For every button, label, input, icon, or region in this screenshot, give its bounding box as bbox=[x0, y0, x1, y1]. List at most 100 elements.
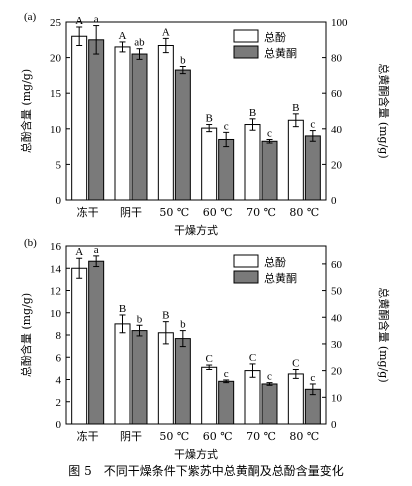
right-axis-tick-label: 40 bbox=[331, 312, 343, 324]
left-axis-tick-label: 25 bbox=[50, 17, 62, 29]
legend-swatch bbox=[233, 254, 259, 268]
bar-total-phenol bbox=[157, 44, 174, 201]
left-axis-tick-label: 10 bbox=[50, 124, 62, 136]
bar-total-phenol bbox=[114, 323, 131, 425]
right-axis-tick-label: 100 bbox=[331, 17, 348, 29]
bar-total-flavonoid bbox=[261, 140, 278, 201]
left-axis-tick-label: 15 bbox=[50, 88, 62, 100]
bar-total-flavonoid bbox=[218, 380, 235, 425]
bar-total-phenol bbox=[244, 370, 261, 425]
significance-letter: c bbox=[310, 372, 315, 384]
bar-total-phenol bbox=[71, 35, 88, 201]
right-axis-tick-label: 40 bbox=[331, 124, 343, 136]
left-axis-tick-label: 4 bbox=[56, 375, 62, 387]
right-axis-label: 总黄酮含量 (mg/g) bbox=[377, 63, 391, 158]
category-label: 70 ℃ bbox=[246, 430, 276, 443]
category-label: 阴干 bbox=[120, 430, 142, 443]
bar-total-flavonoid bbox=[174, 69, 191, 201]
significance-letter: b bbox=[180, 319, 186, 331]
left-axis-label: 总酚含量 (mg/g) bbox=[19, 69, 33, 153]
significance-letter: c bbox=[267, 127, 272, 139]
category-label: 阴干 bbox=[120, 206, 142, 219]
significance-letter: B bbox=[249, 107, 256, 119]
x-axis-label: 干燥方式 bbox=[174, 223, 218, 237]
bar-total-flavonoid bbox=[174, 338, 191, 425]
left-axis-tick-label: 12 bbox=[50, 286, 61, 298]
significance-letter: c bbox=[267, 371, 272, 383]
bar-total-flavonoid bbox=[131, 330, 148, 425]
left-axis-tick-label: 20 bbox=[50, 53, 62, 65]
left-axis-tick-label: 8 bbox=[56, 330, 62, 342]
plot-frame bbox=[65, 21, 327, 201]
significance-letter: b bbox=[180, 55, 186, 67]
significance-letter: C bbox=[205, 353, 212, 365]
bar-total-phenol bbox=[114, 46, 131, 201]
category-label: 60 ℃ bbox=[203, 206, 233, 219]
bar-total-flavonoid bbox=[261, 383, 278, 425]
bar-total-phenol bbox=[71, 267, 88, 425]
panel-label: (b) bbox=[24, 237, 37, 249]
x-axis-label: 干燥方式 bbox=[174, 447, 218, 461]
right-axis-tick-label: 60 bbox=[331, 259, 343, 271]
left-axis-tick-label: 2 bbox=[56, 397, 62, 409]
figure-caption: 图 5 不同干燥条件下紫苏中总黄酮及总酚含量变化 bbox=[68, 464, 344, 478]
legend-swatch bbox=[233, 45, 259, 59]
significance-letter: B bbox=[292, 102, 299, 114]
significance-letter: a bbox=[94, 244, 99, 256]
legend-label: 总黄酮 bbox=[264, 46, 297, 60]
right-axis-tick-label: 30 bbox=[331, 339, 343, 351]
right-axis-tick-label: 20 bbox=[331, 366, 343, 378]
significance-letter: C bbox=[249, 352, 256, 364]
significance-letter: ab bbox=[134, 37, 145, 49]
bar-total-flavonoid bbox=[88, 260, 105, 425]
panel-label: (a) bbox=[24, 11, 37, 23]
significance-letter: b bbox=[137, 313, 143, 325]
right-axis-tick-label: 50 bbox=[331, 286, 343, 298]
bar-total-phenol bbox=[244, 124, 261, 201]
legend-label: 总酚 bbox=[264, 30, 286, 44]
left-axis-tick-label: 0 bbox=[56, 195, 62, 207]
significance-letter: A bbox=[75, 15, 83, 27]
left-axis-tick-label: 0 bbox=[56, 419, 62, 431]
right-axis-tick-label: 0 bbox=[331, 419, 337, 431]
bar-total-flavonoid bbox=[218, 138, 235, 201]
bar-total-phenol bbox=[157, 332, 174, 425]
legend-label: 总酚 bbox=[264, 255, 286, 269]
bar-total-flavonoid bbox=[304, 135, 321, 201]
right-axis-tick-label: 20 bbox=[331, 159, 343, 171]
legend-swatch bbox=[233, 270, 259, 284]
bar-total-flavonoid bbox=[88, 39, 105, 201]
right-axis-tick-label: 0 bbox=[331, 195, 337, 207]
significance-letter: c bbox=[224, 368, 229, 380]
left-axis-tick-label: 16 bbox=[50, 241, 62, 253]
significance-letter: B bbox=[205, 113, 212, 125]
bar-total-phenol bbox=[201, 127, 218, 201]
category-label: 冻干 bbox=[77, 205, 99, 219]
legend-label: 总黄酮 bbox=[264, 271, 297, 285]
significance-letter: A bbox=[162, 26, 170, 38]
right-axis-tick-label: 10 bbox=[331, 392, 343, 404]
significance-letter: c bbox=[310, 119, 315, 131]
left-axis-tick-label: 5 bbox=[56, 159, 62, 171]
right-axis-tick-label: 60 bbox=[331, 88, 343, 100]
significance-letter: A bbox=[119, 30, 127, 42]
significance-letter: B bbox=[162, 310, 169, 322]
category-label: 80 ℃ bbox=[289, 430, 319, 443]
right-axis-label: 总黄酮含量 (mg/g) bbox=[377, 287, 391, 382]
category-label: 50 ℃ bbox=[159, 206, 189, 219]
category-label: 冻干 bbox=[77, 429, 99, 443]
category-label: 60 ℃ bbox=[203, 430, 233, 443]
significance-letter: C bbox=[292, 357, 299, 369]
left-axis-tick-label: 10 bbox=[50, 308, 62, 320]
category-label: 80 ℃ bbox=[289, 206, 319, 219]
significance-letter: c bbox=[224, 120, 229, 132]
left-axis-label: 总酚含量 (mg/g) bbox=[19, 293, 33, 377]
category-label: 50 ℃ bbox=[159, 430, 189, 443]
left-axis-tick-label: 6 bbox=[56, 352, 62, 364]
bar-total-phenol bbox=[287, 119, 304, 201]
legend-swatch bbox=[233, 29, 259, 43]
bar-total-flavonoid bbox=[131, 53, 148, 201]
bar-total-phenol bbox=[287, 373, 304, 425]
significance-letter: a bbox=[94, 14, 99, 26]
